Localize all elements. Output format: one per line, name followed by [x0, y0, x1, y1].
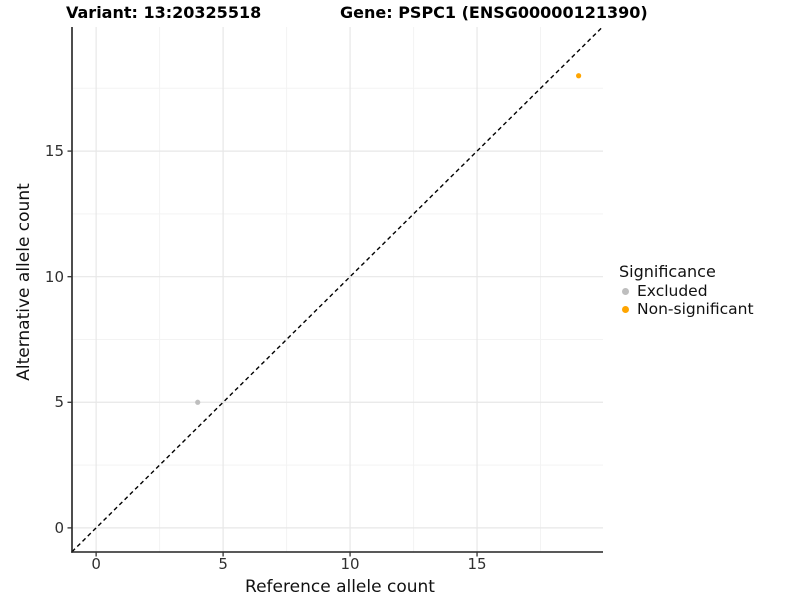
- legend-item-label: Non-significant: [637, 299, 754, 318]
- excluded-point-swatch-icon: [622, 288, 629, 296]
- x-tick-label: 5: [218, 555, 228, 573]
- identity-dashed-line: [71, 26, 603, 553]
- x-tick-label: 15: [467, 555, 487, 573]
- x-axis-title: Reference allele count: [245, 577, 435, 597]
- legend-item-label: Excluded: [637, 282, 708, 301]
- legend-item-excluded: Excluded: [619, 283, 754, 301]
- non-significant-point-swatch-icon: [622, 305, 629, 313]
- y-tick-label: 15: [44, 142, 64, 161]
- plot-title-variant: Variant: 13:20325518: [66, 3, 262, 22]
- data-point-excluded: [195, 399, 201, 405]
- legend: Significance Excluded Non-significant: [619, 262, 754, 318]
- legend-title: Significance: [619, 262, 716, 281]
- x-tick-label: 10: [340, 555, 360, 573]
- data-point-non-significant: [576, 73, 582, 79]
- y-tick-label: 5: [54, 393, 64, 412]
- y-tick-label: 10: [44, 267, 64, 286]
- y-tick-label: 0: [54, 518, 64, 537]
- legend-item-non-significant: Non-significant: [619, 299, 754, 319]
- x-tick-label: 0: [91, 555, 101, 573]
- plot-title-gene: Gene: PSPC1 (ENSG00000121390): [340, 3, 648, 22]
